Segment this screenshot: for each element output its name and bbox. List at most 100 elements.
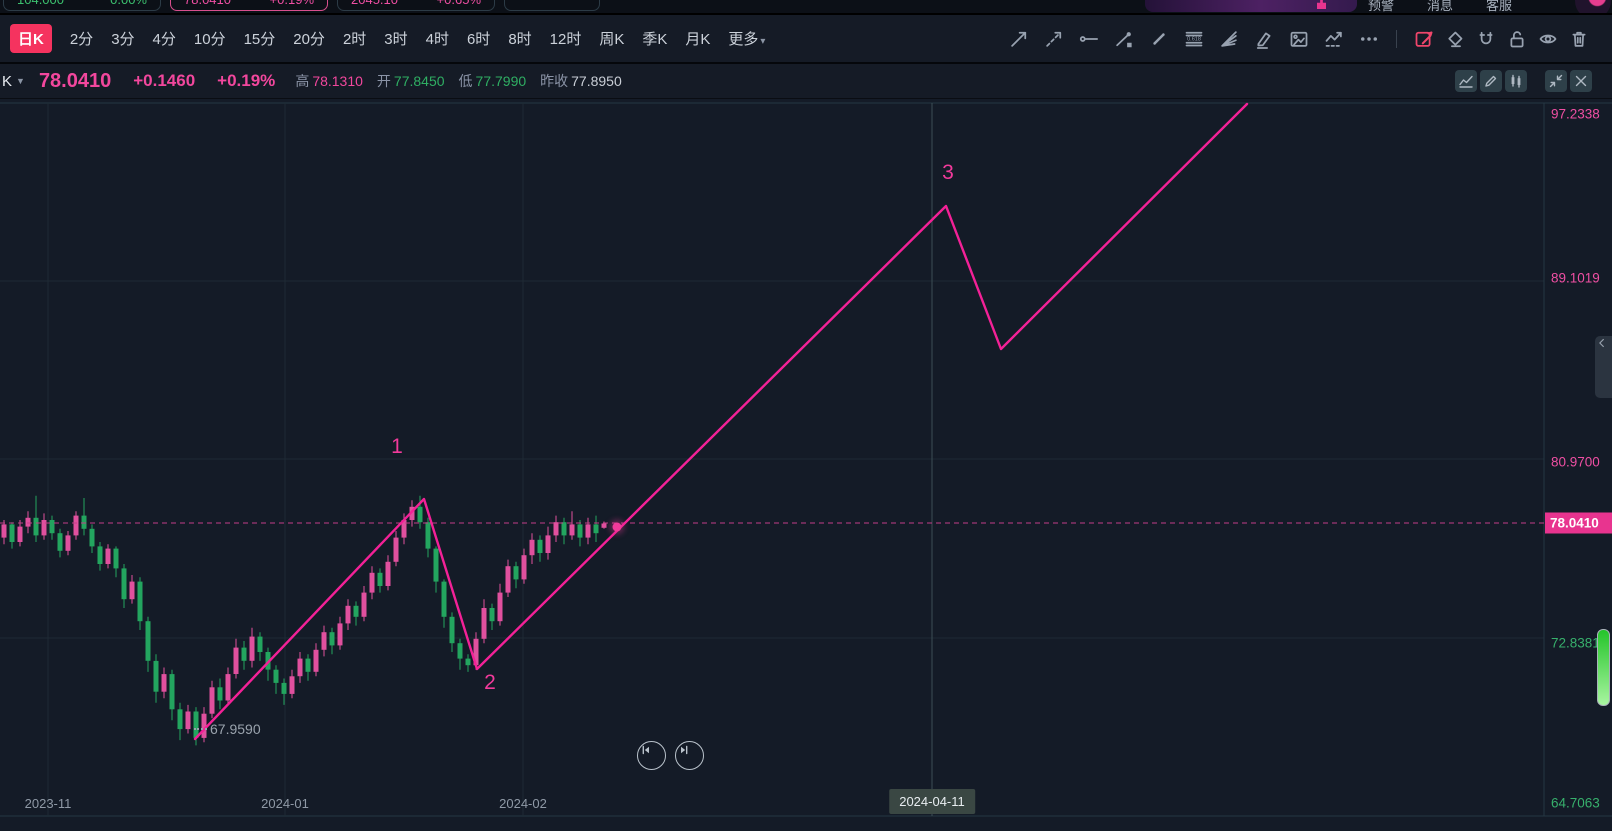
candle <box>225 667 231 705</box>
timeframe-tab-4分[interactable]: 4分 <box>152 31 176 48</box>
line-chart-button[interactable] <box>1455 70 1477 92</box>
timeframe-tab-12时[interactable]: 12时 <box>549 31 582 48</box>
timeframe-tab-6时[interactable]: 6时 <box>466 31 491 48</box>
delete-icon <box>1572 31 1586 47</box>
tool-wave-line-button[interactable] <box>1323 28 1345 50</box>
tool-unlock-button[interactable] <box>1506 28 1528 50</box>
candle <box>121 564 127 608</box>
top-link[interactable]: 消息 <box>1427 0 1454 13</box>
timeframe-tab-4时[interactable]: 4时 <box>425 31 449 48</box>
ticker-box[interactable] <box>504 0 600 11</box>
ticker-change: +0.19% <box>270 0 314 7</box>
date-axis-label: 2023-11 <box>24 796 72 811</box>
ticker-box[interactable]: 2045.10 +0.65% <box>337 0 495 11</box>
line-chart-icon <box>1459 75 1473 88</box>
timeframe-tab-20分[interactable]: 20分 <box>293 31 325 48</box>
more-tools-icon <box>1361 36 1377 41</box>
candle <box>25 511 31 534</box>
candle <box>417 495 423 529</box>
timeframe-tab-日K[interactable]: 日K <box>10 24 52 53</box>
candle <box>545 526 551 560</box>
tool-delete-button[interactable] <box>1568 28 1590 50</box>
tool-dashed-trend-line-button[interactable] <box>1043 28 1065 50</box>
candlestick-icon <box>1511 74 1521 88</box>
candles-layer <box>1 495 607 746</box>
gann-fan-icon <box>1221 30 1237 47</box>
ticker-box[interactable]: 104.000 0.00% <box>3 0 161 11</box>
tool-polyline-button[interactable] <box>1113 28 1135 50</box>
timeframe-tab-2分[interactable]: 2分 <box>69 31 94 48</box>
tool-gann-fan-button[interactable] <box>1218 28 1240 50</box>
candle <box>105 544 111 569</box>
candle <box>185 704 191 734</box>
candle <box>257 632 263 661</box>
skip-to-end-button[interactable] <box>675 741 704 770</box>
ticker-box[interactable]: 78.0410 +0.19% <box>170 0 328 11</box>
wave-point-label-2: 2 <box>484 671 496 694</box>
tool-more-tools-button[interactable] <box>1358 28 1380 50</box>
ticker-list: 104.000 0.00% 78.0410 +0.19% 2045.10 +0.65% <box>3 0 600 11</box>
top-link[interactable]: 客服 <box>1486 0 1513 13</box>
date-axis-label: 2024-01 <box>261 796 309 811</box>
top-ticker-strip: 104.000 0.00% 78.0410 +0.19% 2045.10 +0.65% 预… <box>0 0 1612 15</box>
unlock-icon <box>1510 30 1524 47</box>
tool-line-segment-button[interactable] <box>1148 28 1170 50</box>
chart-canvas[interactable] <box>0 99 1612 831</box>
timeframe-tab-3分[interactable]: 3分 <box>111 31 135 48</box>
skip-to-end-icon <box>681 745 688 755</box>
candle <box>521 548 527 584</box>
drawing-anchor-dot[interactable] <box>612 522 622 532</box>
chart-scrollbar[interactable] <box>1597 629 1610 706</box>
period-dropdown[interactable]: K ▼ <box>2 73 25 90</box>
timeframe-tab-更多[interactable]: 更多 ▾ <box>728 31 766 48</box>
candle <box>1 520 7 545</box>
tool-highlighter-button[interactable] <box>1253 28 1275 50</box>
skip-to-start-button[interactable] <box>637 741 666 770</box>
timeframe-tab-2时[interactable]: 2时 <box>342 31 367 48</box>
date-axis-label: 2024-02 <box>499 796 547 811</box>
tool-magnet-button[interactable] <box>1475 28 1497 50</box>
tool-eraser-button[interactable] <box>1444 28 1466 50</box>
timeframe-tab-月K[interactable]: 月K <box>685 31 711 48</box>
candle <box>337 616 343 650</box>
candle <box>577 520 583 547</box>
stat-开: 开 77.8450 <box>377 71 445 91</box>
candle <box>113 546 119 578</box>
stat-value: 77.8450 <box>393 73 445 89</box>
wave-drawing[interactable] <box>193 102 1249 741</box>
candlestick-chart[interactable]: 97.2338 89.1019 80.9700 72.8381 64.7063 78.04… <box>0 99 1612 831</box>
top-link[interactable]: 预警 <box>1368 0 1395 13</box>
toolbar-divider <box>1396 29 1397 48</box>
tool-visibility-button[interactable] <box>1537 28 1559 50</box>
candle <box>233 638 239 679</box>
timeframe-tab-15分[interactable]: 15分 <box>243 31 276 48</box>
edit-chart-button[interactable] <box>1480 70 1502 92</box>
collapse-button[interactable] <box>1545 70 1567 92</box>
timeframe-toolbar: 日K 2分 3分 4分 10分 15分 20分 2时 3时 4时 6时 8时 12时 周K 季K 月K 更多 ▾ … <box>0 15 1612 64</box>
candle <box>209 680 215 719</box>
tool-edit-drawing-button[interactable] <box>1413 28 1435 50</box>
tool-horizontal-line-button[interactable] <box>1078 28 1100 50</box>
edit-chart-icon <box>1485 75 1497 87</box>
tool-trend-line-button[interactable] <box>1008 28 1030 50</box>
timeframe-tab-10分[interactable]: 10分 <box>193 31 226 48</box>
collapse-panel-button[interactable] <box>1595 336 1612 398</box>
eraser-icon <box>1448 31 1463 47</box>
candle <box>177 702 183 741</box>
tool-fibonacci-retracement-button[interactable]: 0.618 <box>1183 28 1205 50</box>
timeframe-tab-8时[interactable]: 8时 <box>508 31 532 48</box>
timeframe-tab-周K[interactable]: 周K <box>599 31 625 48</box>
candle <box>313 643 319 677</box>
price-axis-label: 64.7063 <box>1551 795 1600 811</box>
candle <box>9 522 15 549</box>
drawing-toolbar: 0.618 <box>1008 15 1590 62</box>
promo-banner[interactable] <box>1145 0 1357 12</box>
edit-tools-group <box>1413 28 1590 50</box>
tool-image-button[interactable] <box>1288 28 1310 50</box>
user-avatar[interactable] <box>1575 0 1611 13</box>
timeframe-tab-3时[interactable]: 3时 <box>384 31 408 48</box>
price-axis-label: 89.1019 <box>1551 270 1600 286</box>
timeframe-tab-季K[interactable]: 季K <box>642 31 668 48</box>
candlestick-button[interactable] <box>1505 70 1527 92</box>
close-button[interactable] <box>1570 70 1592 92</box>
